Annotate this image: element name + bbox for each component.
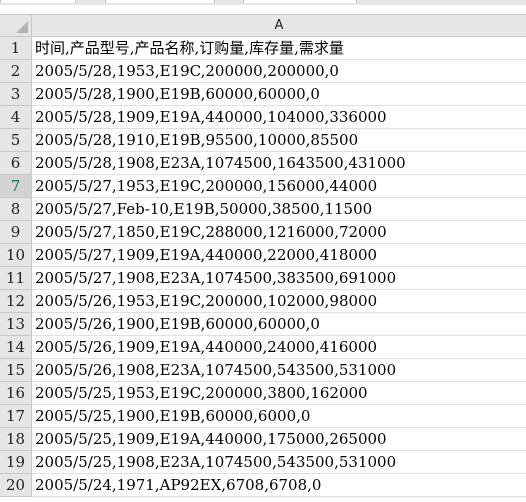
table-row: 4 2005/5/28,1909,E19A,440000,104000,33600… <box>0 106 526 129</box>
table-row: 7 2005/5/27,1953,E19C,200000,156000,44000 <box>0 175 526 198</box>
table-row: 10 2005/5/27,1909,E19A,440000,22000,41800… <box>0 244 526 267</box>
row-header[interactable]: 10 <box>0 244 32 267</box>
table-row: 3 2005/5/28,1900,E19B,60000,60000,0 <box>0 83 526 106</box>
table-row: 19 2005/5/25,1908,E23A,1074500,543500,531… <box>0 451 526 474</box>
cell-a19[interactable]: 2005/5/25,1908,E23A,1074500,543500,53100… <box>35 453 397 471</box>
spreadsheet-grid: 1 时间,产品型号,产品名称,订购量,库存量,需求量 2 2005/5/28,1953… <box>0 37 526 497</box>
table-row: 17 2005/5/25,1900,E19B,60000,6000,0 <box>0 405 526 428</box>
row-header[interactable]: 13 <box>0 313 32 336</box>
table-row: 2 2005/5/28,1953,E19C,200000,200000,0 <box>0 60 526 83</box>
row-header[interactable]: 9 <box>0 221 32 244</box>
cell-a6[interactable]: 2005/5/28,1908,E23A,1074500,1643500,4310… <box>35 154 406 172</box>
cell-a17[interactable]: 2005/5/25,1900,E19B,60000,6000,0 <box>35 407 311 425</box>
table-row: 16 2005/5/25,1953,E19C,200000,3800,162000 <box>0 382 526 405</box>
row-header[interactable]: 17 <box>0 405 32 428</box>
table-row: 5 2005/5/28,1910,E19B,95500,10000,85500 <box>0 129 526 152</box>
cell-a13[interactable]: 2005/5/26,1900,E19B,60000,60000,0 <box>35 315 320 333</box>
cell-a4[interactable]: 2005/5/28,1909,E19A,440000,104000,336000 <box>35 108 387 126</box>
table-row: 6 2005/5/28,1908,E23A,1074500,1643500,431… <box>0 152 526 175</box>
table-row: 11 2005/5/27,1908,E23A,1074500,383500,691… <box>0 267 526 290</box>
table-row: 13 2005/5/26,1900,E19B,60000,60000,0 <box>0 313 526 336</box>
row-header[interactable]: 20 <box>0 474 32 497</box>
cell-a1[interactable]: 时间,产品型号,产品名称,订购量,库存量,需求量 <box>35 39 344 57</box>
sheet-tab-1[interactable] <box>0 0 76 3</box>
row-header[interactable]: 7 <box>0 175 32 198</box>
cell-a5[interactable]: 2005/5/28,1910,E19B,95500,10000,85500 <box>35 131 359 149</box>
row-header[interactable]: 11 <box>0 267 32 290</box>
cell-a20[interactable]: 2005/5/24,1971,AP92EX,6708,6708,0 <box>35 476 322 494</box>
row-header[interactable]: 15 <box>0 359 32 382</box>
column-header-a[interactable]: A <box>32 15 526 37</box>
select-all-triangle-icon <box>16 21 28 33</box>
select-all-corner[interactable] <box>0 15 32 37</box>
cell-a15[interactable]: 2005/5/26,1908,E23A,1074500,543500,53100… <box>35 361 397 379</box>
sheet-tab-2[interactable] <box>105 0 215 3</box>
table-row: 18 2005/5/25,1909,E19A,440000,175000,2650… <box>0 428 526 451</box>
table-row: 20 2005/5/24,1971,AP92EX,6708,6708,0 <box>0 474 526 497</box>
cell-a7[interactable]: 2005/5/27,1953,E19C,200000,156000,44000 <box>35 177 378 195</box>
row-header[interactable]: 19 <box>0 451 32 474</box>
row-header[interactable]: 18 <box>0 428 32 451</box>
table-row: 1 时间,产品型号,产品名称,订购量,库存量,需求量 <box>0 37 526 60</box>
cell-a2[interactable]: 2005/5/28,1953,E19C,200000,200000,0 <box>35 62 339 80</box>
row-header[interactable]: 8 <box>0 198 32 221</box>
cell-a16[interactable]: 2005/5/25,1953,E19C,200000,3800,162000 <box>35 384 368 402</box>
cell-a3[interactable]: 2005/5/28,1900,E19B,60000,60000,0 <box>35 85 320 103</box>
sheet-tab-strip <box>0 0 526 5</box>
row-header[interactable]: 3 <box>0 83 32 106</box>
cell-a18[interactable]: 2005/5/25,1909,E19A,440000,175000,265000 <box>35 430 387 448</box>
row-header[interactable]: 5 <box>0 129 32 152</box>
grid-top-border <box>0 14 526 15</box>
cell-a14[interactable]: 2005/5/26,1909,E19A,440000,24000,416000 <box>35 338 378 356</box>
table-row: 12 2005/5/26,1953,E19C,200000,102000,9800… <box>0 290 526 313</box>
row-header[interactable]: 16 <box>0 382 32 405</box>
table-row: 14 2005/5/26,1909,E19A,440000,24000,41600… <box>0 336 526 359</box>
row-header[interactable]: 14 <box>0 336 32 359</box>
table-row: 15 2005/5/26,1908,E23A,1074500,543500,531… <box>0 359 526 382</box>
sheet-tab-3[interactable] <box>243 0 357 3</box>
cell-a10[interactable]: 2005/5/27,1909,E19A,440000,22000,418000 <box>35 246 378 264</box>
cell-a12[interactable]: 2005/5/26,1953,E19C,200000,102000,98000 <box>35 292 378 310</box>
row-header[interactable]: 4 <box>0 106 32 129</box>
cell-a8[interactable]: 2005/5/27,Feb-10,E19B,50000,38500,11500 <box>35 200 373 218</box>
cell-a11[interactable]: 2005/5/27,1908,E23A,1074500,383500,69100… <box>35 269 397 287</box>
table-row: 8 2005/5/27,Feb-10,E19B,50000,38500,11500 <box>0 198 526 221</box>
cell-a9[interactable]: 2005/5/27,1850,E19C,288000,1216000,72000 <box>35 223 387 241</box>
row-header[interactable]: 12 <box>0 290 32 313</box>
row-header[interactable]: 6 <box>0 152 32 175</box>
row-header[interactable]: 2 <box>0 60 32 83</box>
row-header[interactable]: 1 <box>0 37 32 60</box>
table-row: 9 2005/5/27,1850,E19C,288000,1216000,7200… <box>0 221 526 244</box>
